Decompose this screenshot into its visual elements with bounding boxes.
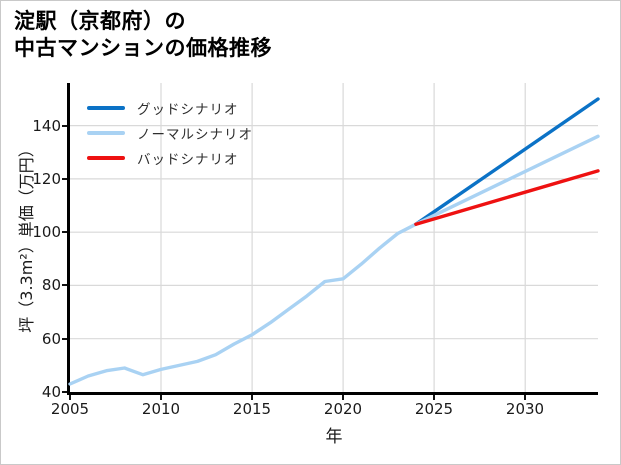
series-good-scenario bbox=[414, 97, 600, 226]
x-tick-mark bbox=[160, 395, 162, 400]
legend-swatch-normal bbox=[87, 130, 125, 135]
x-tick-label: 2015 bbox=[232, 400, 272, 418]
x-tick-label: 2030 bbox=[505, 400, 545, 418]
chart-title-line1: 淀駅（京都府）の bbox=[14, 9, 186, 33]
x-tick-mark bbox=[524, 395, 526, 400]
x-tick-mark bbox=[69, 395, 71, 400]
legend-swatch-good bbox=[87, 105, 125, 110]
chart-title: 淀駅（京都府）の 中古マンションの価格推移 bbox=[14, 8, 272, 62]
chart-title-line2: 中古マンションの価格推移 bbox=[14, 36, 272, 60]
y-tick-mark bbox=[62, 231, 67, 233]
y-tick-label: 80 bbox=[41, 276, 61, 294]
y-axis-label: 坪（3.3m²）単価（万円） bbox=[17, 141, 36, 333]
series-lines bbox=[68, 97, 600, 386]
y-tick-mark bbox=[62, 284, 67, 286]
x-tick-label: 2025 bbox=[414, 400, 454, 418]
series-price-history bbox=[68, 222, 418, 386]
y-tick-label: 100 bbox=[32, 223, 61, 241]
legend-swatch-bad bbox=[87, 155, 125, 160]
y-tick-label: 40 bbox=[41, 383, 61, 401]
gridlines bbox=[70, 83, 598, 392]
y-tick-label: 140 bbox=[32, 117, 61, 135]
x-tick-mark bbox=[433, 395, 435, 400]
y-tick-label: 120 bbox=[32, 170, 61, 188]
x-tick-label: 2020 bbox=[323, 400, 363, 418]
y-tick-mark bbox=[62, 391, 67, 393]
x-axis-label: 年 bbox=[325, 427, 343, 447]
plot-area bbox=[67, 83, 600, 395]
y-tick-label: 60 bbox=[41, 330, 61, 348]
series-bad-scenario bbox=[414, 169, 600, 226]
legend-label-normal: ノーマルシナリオ bbox=[137, 126, 253, 143]
x-tick-mark bbox=[342, 395, 344, 400]
series-normal-scenario bbox=[414, 134, 600, 226]
x-tick-label: 2005 bbox=[50, 400, 90, 418]
legend-item-normal: ノーマルシナリオ bbox=[87, 120, 253, 145]
x-tick-mark bbox=[251, 395, 253, 400]
y-tick-mark bbox=[62, 338, 67, 340]
legend-label-bad: バッドシナリオ bbox=[137, 151, 239, 168]
legend-label-good: グッドシナリオ bbox=[137, 101, 239, 118]
y-tick-mark bbox=[62, 178, 67, 180]
y-tick-mark bbox=[62, 125, 67, 127]
legend-item-good: グッドシナリオ bbox=[87, 95, 253, 120]
price-trend-chart bbox=[68, 83, 600, 392]
legend: グッドシナリオ ノーマルシナリオ バッドシナリオ bbox=[87, 95, 253, 170]
x-tick-label: 2010 bbox=[141, 400, 181, 418]
legend-item-bad: バッドシナリオ bbox=[87, 145, 253, 170]
